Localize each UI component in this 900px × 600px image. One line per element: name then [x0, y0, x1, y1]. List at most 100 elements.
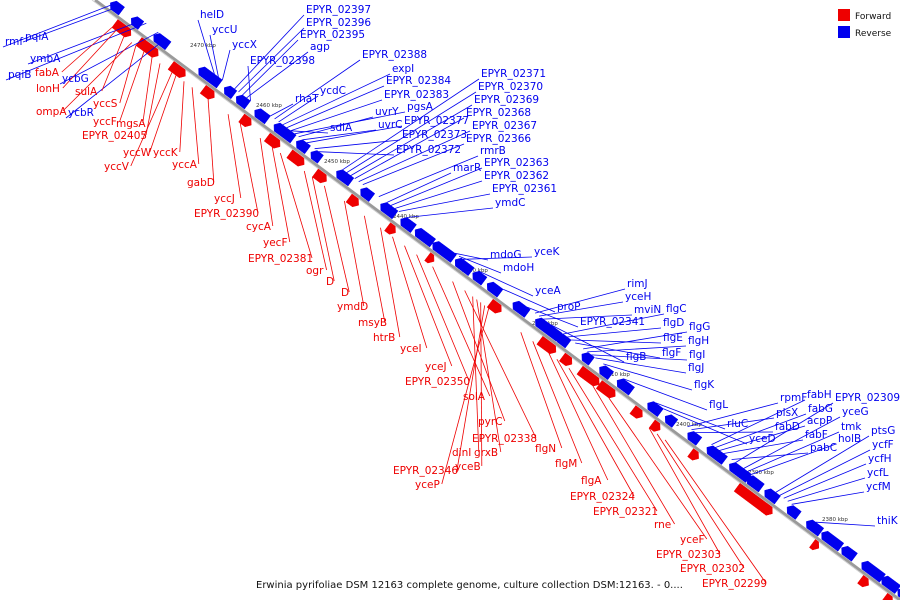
reverse-gene-label: EPYR_02398 — [250, 55, 315, 67]
reverse-leader-line — [59, 31, 159, 85]
tick-label: 2390 kbp — [748, 470, 774, 476]
forward-leader-line — [207, 99, 215, 183]
reverse-gene — [224, 85, 238, 100]
reverse-gene-label: pqiA — [25, 31, 49, 43]
forward-gene-label: yceP — [415, 479, 440, 491]
forward-leader-line — [556, 359, 635, 497]
forward-leader-line — [324, 185, 350, 293]
forward-gene-label: EPYR_02324 — [570, 491, 635, 503]
forward-gene — [263, 132, 281, 149]
reverse-leader-line — [318, 151, 395, 156]
reverse-leader-line — [222, 49, 231, 81]
forward-gene-label: yceF — [680, 534, 705, 546]
forward-leader-line — [279, 152, 313, 259]
reverse-gene — [486, 281, 504, 298]
reverse-leader-line — [583, 331, 688, 350]
reverse-leader-line — [5, 22, 147, 81]
reverse-gene-label: ycbR — [68, 107, 94, 119]
reverse-gene-label: flgC — [666, 303, 687, 315]
forward-leader-line — [520, 332, 563, 449]
reverse-leader-line — [723, 439, 804, 454]
reverse-gene-label: EPYR_02367 — [472, 120, 537, 132]
forward-gene — [536, 335, 557, 355]
forward-gene-label: EPYR_02338 — [472, 433, 537, 445]
reverse-leader-line — [286, 85, 385, 129]
reverse-leader-line — [591, 354, 688, 361]
reverse-leader-line — [587, 345, 687, 353]
forward-gene-label: mgsA — [116, 118, 146, 130]
reverse-gene-label: ptsG — [871, 425, 895, 437]
forward-leader-line — [62, 30, 117, 89]
reverse-leader-line — [362, 143, 465, 185]
reverse-leader-line — [715, 413, 807, 448]
reverse-gene-label: ycfM — [866, 481, 891, 493]
forward-gene-label: EPYR_02303 — [656, 549, 721, 561]
reverse-leader-line — [390, 167, 483, 206]
forward-leader-line — [608, 397, 708, 540]
forward-gene-label: msyB — [358, 317, 387, 329]
reverse-gene-label: flgI — [689, 349, 705, 361]
reverse-gene — [336, 169, 355, 187]
tick-label: 2410 kbp — [604, 372, 630, 378]
reverse-gene — [897, 588, 900, 598]
reverse-gene-label: EPYR_02362 — [484, 170, 549, 182]
reverse-gene-label: yceK — [534, 246, 560, 258]
reverse-leader-line — [65, 37, 167, 119]
reverse-leader-line — [735, 402, 834, 463]
reverse-gene — [400, 217, 417, 234]
forward-gene-label: yceI — [400, 343, 422, 355]
forward-gene-label: yccK — [153, 147, 179, 159]
reverse-leader-line — [209, 34, 219, 78]
forward-gene-label: EPYR_02321 — [593, 506, 658, 518]
reverse-leader-line — [282, 73, 391, 126]
forward-leader-line — [145, 63, 161, 136]
forward-gene — [576, 365, 600, 387]
reverse-gene-label: EPYR_02368 — [466, 107, 531, 119]
reverse-gene-label: EPYR_02371 — [481, 68, 546, 80]
forward-gene — [486, 298, 502, 314]
forward-leader-line — [472, 296, 480, 453]
forward-gene — [424, 252, 435, 264]
reverse-leader-line — [747, 431, 840, 472]
reverse-gene-label: uvrY — [375, 106, 399, 118]
reverse-gene — [687, 431, 703, 446]
figure-caption: Erwinia pyrifoliae DSM 12163 complete ge… — [256, 580, 683, 591]
forward-gene-label: gabD — [187, 177, 215, 189]
reverse-leader-line — [691, 417, 775, 430]
forward-gene-label: flgM — [555, 458, 577, 470]
forward-gene — [629, 405, 643, 419]
forward-gene-label: EPYR_02390 — [194, 208, 259, 220]
reverse-gene-label: yceD — [749, 433, 776, 445]
legend-swatch-reverse — [838, 26, 850, 38]
reverse-gene — [746, 475, 765, 493]
reverse-gene — [310, 150, 324, 164]
forward-gene-label: rne — [654, 519, 671, 531]
forward-gene — [345, 193, 359, 208]
reverse-gene-label: mviN — [634, 304, 661, 316]
forward-leader-line — [119, 45, 137, 104]
reverse-leader-line — [278, 95, 319, 123]
reverse-gene — [647, 401, 664, 418]
reverse-gene-label: pqiB — [8, 69, 31, 81]
reverse-gene-label: flgK — [694, 379, 715, 391]
forward-gene-label: solA — [463, 391, 486, 403]
forward-gene-label: dinI — [452, 447, 471, 459]
reverse-leader-line — [406, 207, 494, 218]
forward-gene-label: yceB — [455, 461, 481, 473]
reverse-gene-label: pgsA — [407, 101, 434, 113]
reverse-gene-label: yceH — [625, 291, 651, 303]
forward-leader-line — [392, 236, 428, 349]
reverse-gene-label: fabH — [807, 389, 832, 401]
forward-gene-label: yccA — [172, 159, 198, 171]
reverse-gene-label: expI — [392, 63, 414, 75]
reverse-gene-label: rluC — [727, 418, 748, 430]
forward-gene — [687, 448, 699, 461]
reverse-gene-label: ymdC — [495, 197, 525, 209]
forward-leader-line — [142, 57, 153, 124]
forward-leader-line — [441, 308, 490, 485]
forward-leader-line — [656, 433, 745, 569]
reverse-leader-line — [354, 117, 465, 179]
reverse-leader-line — [302, 129, 377, 141]
forward-gene — [760, 503, 773, 516]
forward-leader-line — [452, 281, 506, 422]
